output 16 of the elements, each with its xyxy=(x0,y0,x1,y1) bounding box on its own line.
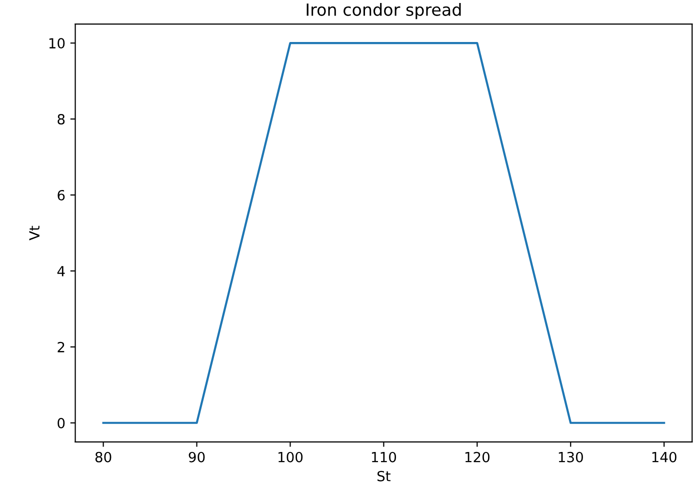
y-tick-label: 4 xyxy=(57,266,65,276)
x-tick-label: 140 xyxy=(652,452,676,462)
x-tick-label: 80 xyxy=(95,452,112,462)
y-tick-label: 6 xyxy=(58,190,65,200)
y-tick-label: 0 xyxy=(58,418,65,428)
x-tick-label: 120 xyxy=(465,452,490,462)
chart-title: Iron condor spread xyxy=(306,3,461,20)
y-tick-label: 8 xyxy=(58,114,65,124)
x-tick-label: 90 xyxy=(188,452,205,462)
y-axis-title: Vt xyxy=(29,226,40,240)
x-tick-label: 110 xyxy=(372,452,396,462)
y-tick-label: 10 xyxy=(49,38,65,49)
x-tick-label: 130 xyxy=(558,452,583,462)
x-tick-label: 100 xyxy=(278,452,303,462)
y-tick-label: 2 xyxy=(58,342,64,352)
x-axis-title: St xyxy=(377,470,390,482)
